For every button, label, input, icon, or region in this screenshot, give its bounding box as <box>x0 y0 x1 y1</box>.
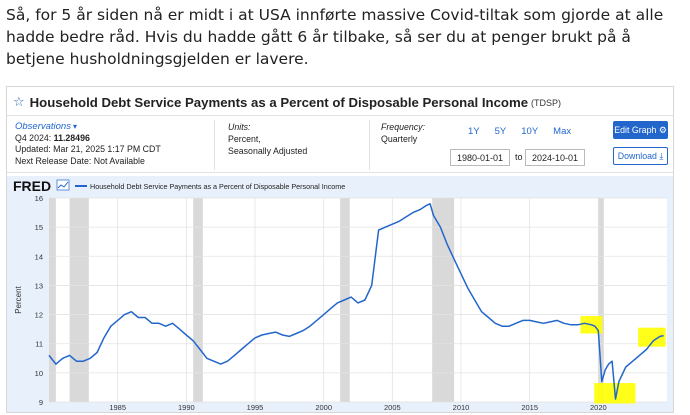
range-5y-button[interactable]: 5Y <box>494 126 507 137</box>
to-label: to <box>515 152 523 162</box>
y-tick-label: 9 <box>39 398 43 407</box>
x-tick-label: 2020 <box>590 403 607 412</box>
start-date-input[interactable]: 1980-01-01 <box>450 149 510 166</box>
divider <box>214 120 215 170</box>
units-line1: Percent, <box>228 134 261 144</box>
recession-band <box>69 198 89 402</box>
y-tick-label: 14 <box>35 252 43 261</box>
post-text: Så, for 5 år siden nå er midt i at USA i… <box>6 6 664 68</box>
divider <box>369 120 370 170</box>
series-line <box>48 203 664 400</box>
observations-block: Observations ▾ Q4 2024: 11.28496 Updated:… <box>15 121 161 167</box>
frequency-block: Frequency: Quarterly <box>381 121 425 145</box>
y-tick-label: 11 <box>35 340 43 349</box>
range-10y-button[interactable]: 10Y <box>521 126 539 137</box>
series-code: (TDSP) <box>531 98 562 108</box>
units-label: Units: <box>228 122 251 132</box>
y-tick-label: 16 <box>35 194 43 203</box>
range-max-button[interactable]: Max <box>553 126 572 137</box>
recession-band <box>193 198 203 402</box>
updated-text: Updated: Mar 21, 2025 1:17 PM CDT <box>15 144 161 154</box>
end-date-input[interactable]: 2024-10-01 <box>525 149 585 166</box>
recession-band <box>598 198 604 402</box>
recession-band <box>432 198 455 402</box>
plot-background <box>49 198 667 402</box>
y-tick-label: 12 <box>35 311 43 320</box>
edit-graph-button[interactable]: Edit Graph ⚙ <box>613 121 668 139</box>
range-buttons: 1Y 5Y 10Y Max <box>468 126 571 137</box>
observations-dropdown[interactable]: Observations ▾ <box>15 121 77 132</box>
x-tick-label: 2005 <box>384 403 401 412</box>
x-tick-label: 1985 <box>109 403 126 412</box>
y-tick-label: 10 <box>35 369 43 378</box>
download-button[interactable]: Download ⤓ <box>613 147 668 165</box>
y-tick-label: 15 <box>35 223 43 232</box>
download-icon: ⤓ <box>659 150 664 161</box>
legend-label: Household Debt Service Payments as a Per… <box>90 182 345 191</box>
meta-row: Observations ▾ Q4 2024: 11.28496 Updated:… <box>7 115 673 173</box>
units-block: Units: Percent, Seasonally Adjusted <box>228 121 307 157</box>
x-tick-label: 1995 <box>247 403 264 412</box>
x-tick-label: 2000 <box>315 403 332 412</box>
star-icon[interactable]: ☆ <box>13 94 25 110</box>
chart-area: FRED Household Debt Service Payments as … <box>7 176 673 412</box>
units-line2: Seasonally Adjusted <box>228 146 308 156</box>
line-chart: FRED Household Debt Service Payments as … <box>13 178 667 412</box>
fred-chart-icon <box>56 179 70 191</box>
fred-embed-card: ☆ Household Debt Service Payments as a P… <box>6 86 674 413</box>
latest-value: 11.28496 <box>53 132 90 143</box>
x-tick-label: 2010 <box>453 403 470 412</box>
highlight-marker <box>638 327 666 347</box>
frequency-value: Quarterly <box>381 134 418 144</box>
next-release-text: Next Release Date: Not Available <box>15 155 145 166</box>
chevron-down-icon: ▾ <box>72 122 77 131</box>
series-header: ☆ Household Debt Service Payments as a P… <box>13 93 561 111</box>
x-tick-label: 1990 <box>178 403 195 412</box>
fred-logo: FRED <box>13 178 51 194</box>
series-title: Household Debt Service Payments as a Per… <box>29 94 529 110</box>
latest-observation: Q4 2024: 11.28496 <box>15 132 90 143</box>
y-axis-label: Percent <box>14 285 23 313</box>
recession-band <box>49 198 56 402</box>
frequency-label: Frequency: <box>381 122 426 132</box>
x-tick-label: 2015 <box>521 403 538 412</box>
gear-icon: ⚙ <box>658 124 667 135</box>
y-tick-label: 13 <box>35 281 43 290</box>
range-1y-button[interactable]: 1Y <box>468 126 480 137</box>
